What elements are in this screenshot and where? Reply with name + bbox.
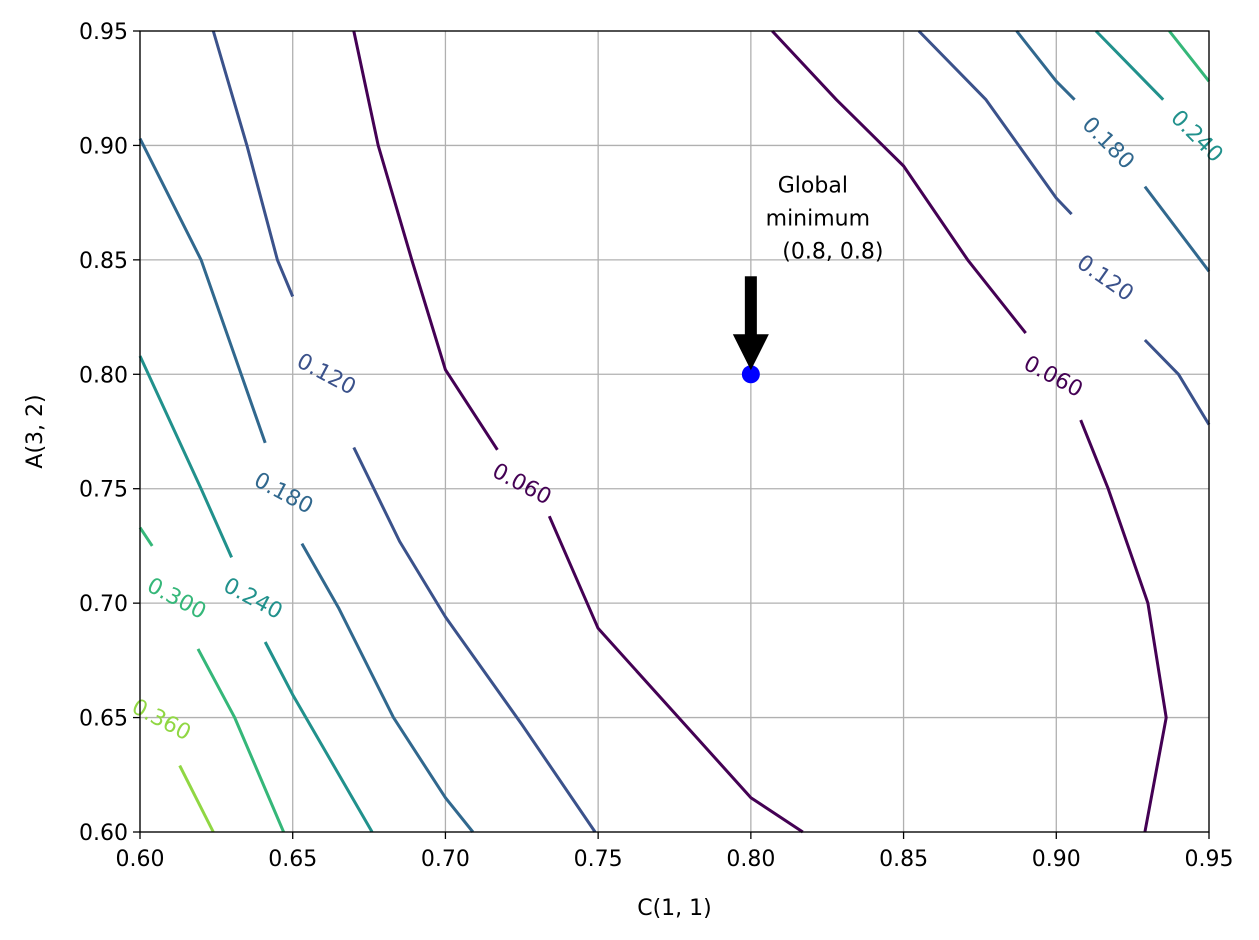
global-minimum-annotation: Global minimum (0.8, 0.8): [732, 173, 883, 371]
contour-line-0.180: [1015, 30, 1076, 101]
contour-line-0.060: [1079, 419, 1168, 833]
x-tick-label: 0.60: [116, 847, 165, 872]
contour-line-0.240: [263, 641, 374, 833]
x-axis-label: C(1, 1): [637, 896, 712, 921]
contour-line-0.360: [178, 764, 215, 833]
data-points: [741, 365, 760, 384]
annotation-text-line: Global: [778, 173, 848, 198]
x-tick-label: 0.95: [1185, 847, 1234, 872]
y-tick-label: 0.95: [79, 20, 128, 45]
y-axis-label: A(3, 2): [23, 394, 48, 468]
x-tick-label: 0.80: [726, 847, 775, 872]
annotation-text-line: (0.8, 0.8): [782, 239, 883, 264]
contour-line-0.180: [300, 542, 475, 833]
contour-line-0.120: [917, 29, 1073, 216]
contour-line-0.180: [138, 137, 267, 444]
x-tick-label: 0.75: [574, 847, 623, 872]
y-tick-label: 0.60: [79, 821, 128, 846]
arrow-head: [732, 334, 769, 371]
contour-line-0.120: [352, 446, 597, 833]
contour-line-0.120: [211, 30, 295, 298]
x-axis-ticks: 0.60 0.65 0.70 0.75 0.80 0.85 0.90 0.95: [116, 832, 1234, 872]
y-tick-label: 0.70: [79, 592, 128, 617]
contour-line-0.180: [1143, 185, 1211, 273]
x-tick-label: 0.85: [879, 847, 928, 872]
x-tick-label: 0.70: [421, 847, 470, 872]
contour-line-0.240: [138, 355, 233, 559]
contour-line-0.060: [547, 515, 804, 834]
contour-line-0.300: [196, 648, 285, 833]
y-axis-ticks: 0.60 0.65 0.70 0.75 0.80 0.85 0.90 0.95: [79, 20, 140, 846]
contour-line-0.060: [771, 29, 1027, 335]
y-tick-label: 0.85: [79, 249, 128, 274]
contour-line-0.300: [1168, 30, 1211, 83]
contour-line-0.300: [138, 526, 154, 547]
y-tick-label: 0.65: [79, 707, 128, 732]
axes-frame: [139, 30, 1210, 833]
annotation-text-line: minimum: [766, 206, 870, 231]
y-tick-label: 0.90: [79, 134, 128, 159]
contour-line-0.120: [1143, 338, 1211, 426]
y-tick-label: 0.80: [79, 363, 128, 388]
contour-line-0.060: [352, 30, 499, 451]
arrow-shaft: [744, 276, 757, 339]
y-tick-label: 0.75: [79, 478, 128, 503]
contour-lines: [138, 29, 1211, 834]
contour-line-0.240: [1094, 29, 1165, 101]
x-tick-label: 0.90: [1032, 847, 1081, 872]
x-tick-label: 0.65: [268, 847, 317, 872]
global-minimum-point: [741, 365, 760, 384]
